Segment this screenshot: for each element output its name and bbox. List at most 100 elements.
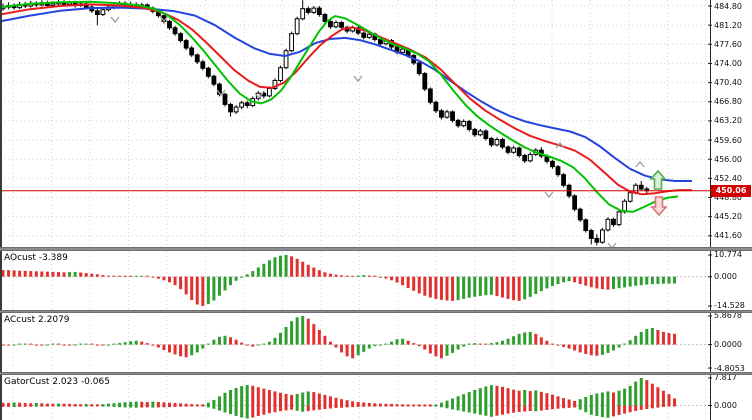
histogram-bar [528, 405, 532, 411]
histogram-bar [295, 317, 299, 345]
histogram-bar [18, 343, 22, 345]
histogram-bar [112, 275, 116, 277]
histogram-bar [123, 405, 127, 408]
histogram-bar [279, 405, 282, 412]
price-axis-label: 481.20 [714, 20, 742, 30]
histogram-bar [506, 388, 510, 406]
histogram-bar [661, 405, 665, 407]
histogram-bar [512, 405, 516, 413]
price-axis[interactable] [710, 0, 711, 420]
histogram-bar [428, 344, 432, 354]
histogram-bar [206, 276, 210, 305]
histogram-bar [462, 276, 466, 299]
histogram-bar [523, 276, 527, 300]
histogram-bar [7, 344, 11, 346]
histogram-bar [584, 344, 588, 354]
histogram-bar [645, 276, 649, 285]
histogram-bar [390, 276, 393, 281]
histogram-bar [667, 405, 671, 407]
histogram-bar [173, 403, 177, 406]
candle-body [272, 79, 278, 89]
candle-body [461, 120, 467, 127]
histogram-bar [539, 405, 543, 411]
histogram-bar [451, 405, 455, 410]
candle-body [439, 110, 444, 118]
fractal-up-icon [635, 160, 645, 168]
histogram-bar [68, 403, 72, 406]
histogram-bar [184, 276, 188, 295]
histogram-bar [650, 383, 654, 406]
histogram-bar [390, 405, 393, 407]
panel-splitter-ao[interactable] [0, 247, 752, 251]
histogram-bar [173, 405, 177, 407]
histogram-bar [539, 391, 543, 406]
histogram-bar [550, 276, 554, 286]
histogram-bar [68, 405, 72, 407]
histogram-bar [650, 405, 654, 409]
histogram-bar [467, 276, 471, 298]
histogram-bar [118, 405, 122, 408]
histogram-bar [73, 405, 77, 407]
histogram-bar [428, 404, 432, 406]
candle-body [522, 154, 528, 162]
histogram-bar [351, 344, 355, 359]
histogram-bar [556, 405, 560, 409]
histogram-bar [212, 399, 216, 406]
histogram-bar [501, 386, 504, 406]
candle-body [267, 87, 272, 97]
candle-body [300, 8, 306, 20]
histogram-bar [567, 276, 571, 282]
histogram-bar [301, 405, 305, 412]
panel-splitter-gator[interactable] [0, 372, 752, 375]
histogram-bar [256, 387, 260, 406]
histogram-bar [195, 404, 199, 406]
histogram-bar [306, 318, 310, 345]
histogram-bar [95, 404, 99, 406]
candle-body [217, 83, 222, 95]
indicator-scale-label: 5.8678 [714, 311, 742, 321]
histogram-bar [273, 257, 277, 277]
histogram-bar [578, 276, 582, 284]
histogram-bar [12, 402, 16, 406]
candle-body [477, 130, 483, 136]
histogram-bar [23, 405, 27, 407]
histogram-bar [423, 276, 427, 296]
histogram-bar [606, 344, 610, 353]
histogram-bar [562, 398, 566, 406]
panel-splitter-ac[interactable] [0, 310, 752, 313]
histogram-bar [534, 390, 538, 406]
histogram-bar [334, 397, 338, 406]
histogram-bar [506, 338, 510, 345]
histogram-bar [661, 331, 665, 345]
histogram-bar [673, 405, 677, 407]
histogram-bar [362, 275, 366, 277]
histogram-bar [251, 344, 255, 347]
fractal-up-icon [555, 141, 565, 149]
histogram-bar [323, 272, 327, 277]
histogram-bar [234, 387, 238, 406]
histogram-bar [473, 343, 477, 345]
histogram-bar [600, 405, 604, 418]
histogram-bar [51, 343, 55, 345]
histogram-bar [417, 344, 421, 347]
histogram-bar [62, 344, 66, 346]
histogram-bar [539, 276, 543, 292]
histogram-bar [312, 392, 316, 406]
histogram-bar [340, 275, 344, 277]
histogram-bar [628, 340, 632, 345]
histogram-bar [667, 276, 671, 284]
histogram-bar [456, 396, 460, 406]
histogram-bar [462, 405, 466, 412]
histogram-bar [439, 276, 443, 300]
candle-body [339, 22, 344, 28]
histogram-bar [312, 324, 316, 345]
histogram-bar [639, 405, 643, 410]
histogram-bar [384, 276, 388, 279]
histogram-bar [367, 405, 371, 407]
candle-body [100, 9, 106, 16]
histogram-bar [595, 405, 599, 417]
histogram-bar [467, 343, 471, 345]
histogram-bar [539, 337, 543, 345]
current-price-tag: 450.06 [711, 185, 751, 197]
